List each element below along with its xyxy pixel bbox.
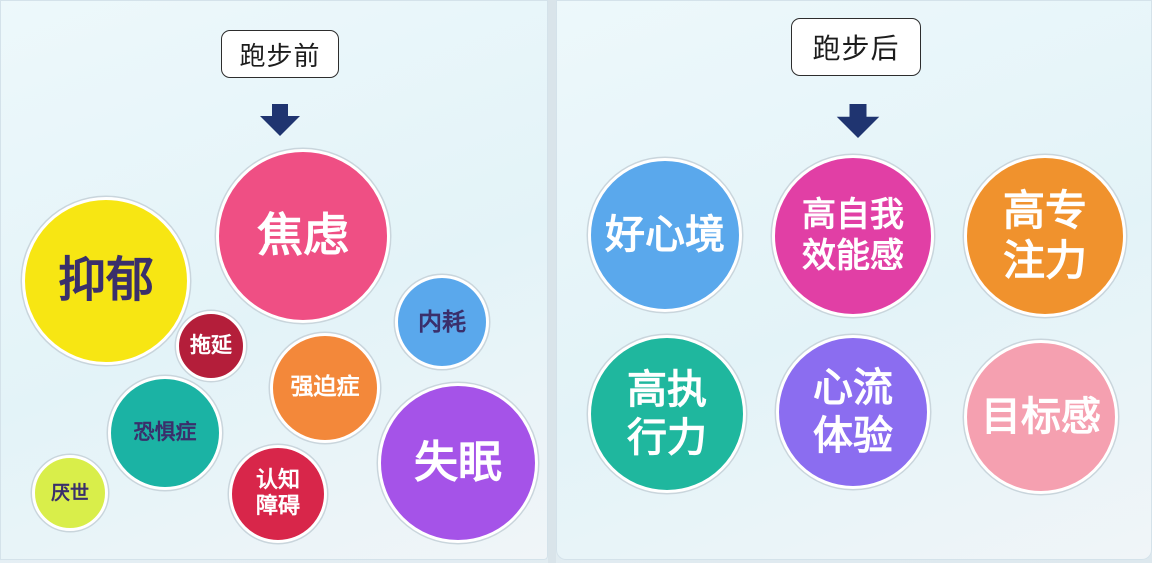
self-efficacy-line1: 高自我: [802, 195, 904, 236]
self-efficacy-bubble: 高自我 效能感: [772, 155, 934, 317]
cognitive-impairment-bubble: 认知 障碍: [229, 445, 327, 543]
focus-line1: 高专: [1002, 185, 1087, 235]
before-running-panel: 跑步前 抑郁 焦虑 拖延 内耗 强迫症 恐惧症 失眠 厌世 认知: [0, 0, 548, 560]
execution-bubble: 高执 行力: [588, 335, 746, 493]
procrastination-text: 拖延: [190, 333, 232, 358]
execution-line2: 行力: [627, 415, 707, 461]
internal-friction-text: 内耗: [418, 307, 466, 336]
phobia-text: 恐惧症: [133, 420, 197, 445]
anxiety-text: 焦虑: [257, 208, 349, 263]
insomnia-text: 失眠: [414, 436, 502, 488]
goal-sense-text: 目标感: [981, 394, 1101, 440]
flow-line1: 心流: [813, 365, 893, 411]
after-label: 跑步后: [791, 18, 921, 76]
insomnia-bubble: 失眠: [378, 383, 538, 543]
ocd-text: 强迫症: [290, 374, 360, 401]
goal-sense-bubble: 目标感: [964, 340, 1118, 494]
panel-divider: [548, 0, 556, 563]
cognitive-text-line2: 障碍: [255, 494, 300, 519]
world-weary-bubble: 厌世: [32, 455, 108, 531]
after-running-panel: 跑步后 好心境 高自我 效能感 高专 注力 高执 行力 心流 体验 目标感: [556, 0, 1152, 560]
arrow-down-icon: [836, 104, 880, 138]
depression-bubble: 抑郁: [22, 197, 190, 365]
procrastination-bubble: 拖延: [176, 311, 246, 381]
arrow-down-icon: [260, 104, 300, 136]
flow-line2: 体验: [813, 413, 893, 459]
focus-bubble: 高专 注力: [964, 155, 1126, 317]
focus-line2: 注力: [1002, 236, 1087, 285]
execution-line1: 高执: [627, 367, 707, 413]
cognitive-text-line1: 认知: [255, 467, 300, 493]
ocd-bubble: 强迫症: [270, 333, 380, 443]
good-mood-text: 好心境: [605, 212, 725, 258]
good-mood-bubble: 好心境: [588, 158, 742, 312]
world-weary-text: 厌世: [50, 481, 89, 504]
before-label: 跑步前: [221, 30, 339, 78]
flow-experience-bubble: 心流 体验: [776, 335, 930, 489]
self-efficacy-line2: 效能感: [802, 236, 904, 276]
phobia-bubble: 恐惧症: [108, 376, 222, 490]
depression-text: 抑郁: [57, 252, 154, 309]
internal-friction-bubble: 内耗: [395, 275, 489, 369]
anxiety-bubble: 焦虑: [216, 149, 390, 323]
